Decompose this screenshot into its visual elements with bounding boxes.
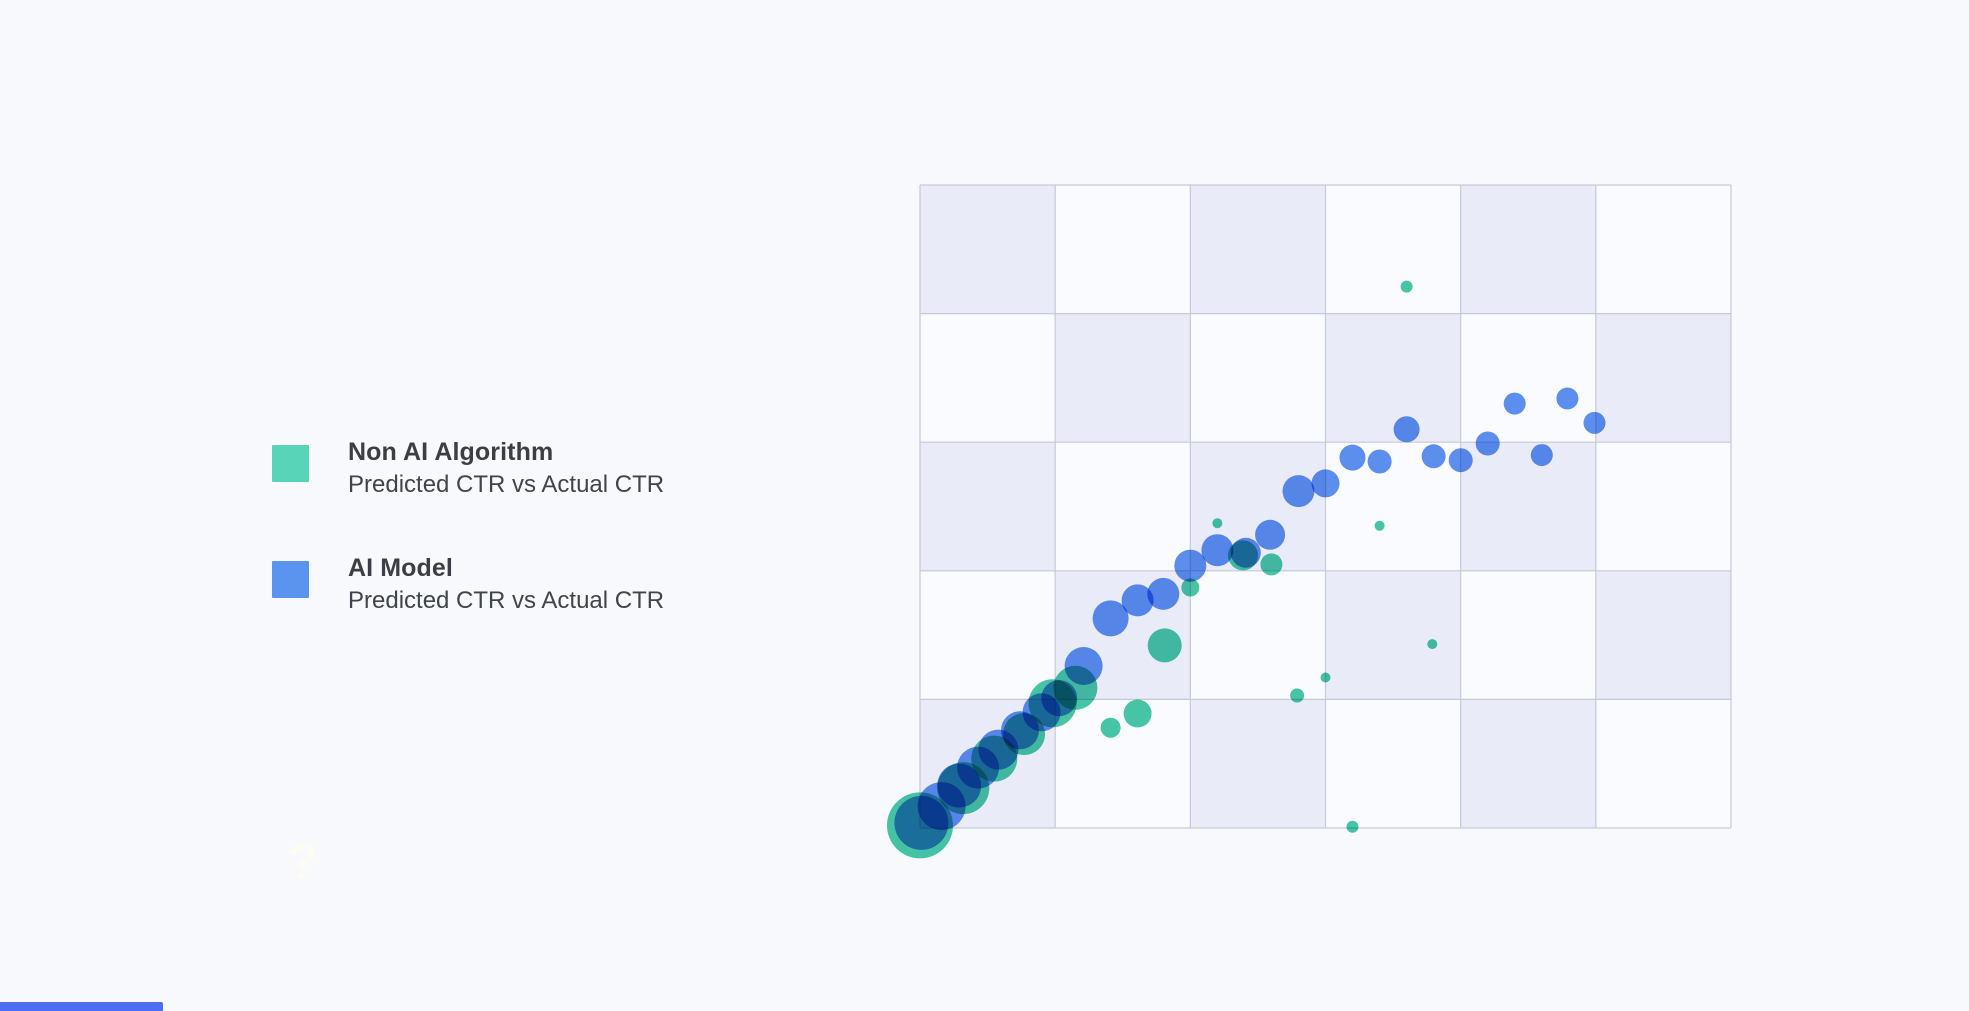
non-ai-bubble — [1260, 553, 1283, 576]
ai-model-bubble — [1230, 537, 1261, 568]
series-ai-model — [894, 387, 1606, 850]
legend-swatch-non-ai — [272, 445, 309, 482]
non-ai-bubble — [1346, 820, 1359, 833]
ai-model-bubble — [1556, 387, 1579, 410]
legend-sublabel-ai-model: Predicted CTR vs Actual CTR — [348, 587, 665, 614]
non-ai-bubble — [1100, 717, 1121, 738]
ai-model-bubble — [1311, 469, 1340, 498]
non-ai-bubble — [1123, 699, 1152, 728]
grid-cell — [920, 185, 1056, 314]
grid-cell — [920, 313, 1056, 443]
legend-text-ai-model: AI Model Predicted CTR vs Actual CTR — [348, 553, 664, 617]
grid-cell — [1325, 570, 1461, 700]
grid-cell — [1325, 313, 1461, 443]
non-ai-bubble — [1212, 518, 1223, 529]
non-ai-bubble — [1147, 628, 1182, 663]
ai-model-bubble — [1583, 411, 1606, 434]
grid-cell — [1055, 442, 1191, 571]
ai-model-bubble — [1121, 584, 1154, 617]
legend-text-non-ai: Non AI Algorithm Predicted CTR vs Actual… — [348, 437, 664, 501]
grid-cell — [1595, 185, 1731, 314]
ai-model-bubble — [1282, 475, 1315, 508]
non-ai-bubble — [1290, 688, 1305, 703]
ai-model-bubble — [1475, 431, 1500, 456]
grid-lines — [919, 184, 1732, 829]
grid-cell — [1460, 313, 1596, 443]
ai-model-bubble — [1041, 680, 1078, 717]
ai-model-bubble — [1421, 444, 1446, 469]
non-ai-bubble — [1400, 280, 1413, 293]
legend-item-ai-model: AI Model Predicted CTR vs Actual CTR — [272, 553, 664, 617]
ai-model-bubble — [1393, 416, 1420, 443]
grid-cell — [1190, 313, 1326, 443]
non-ai-bubble — [1427, 639, 1438, 650]
watermark-question-mark: ? — [287, 834, 318, 890]
grid-cell — [1055, 185, 1191, 314]
grid-cell — [1460, 185, 1596, 314]
ai-model-bubble — [1201, 534, 1234, 567]
ai-model-bubble — [1530, 444, 1553, 467]
ai-model-bubble — [1092, 600, 1129, 637]
grid-cell — [1595, 570, 1731, 700]
bubble-chart-plot-area — [887, 184, 1732, 859]
grid-cell — [1325, 699, 1461, 828]
legend-swatch-ai-model — [272, 561, 309, 598]
non-ai-bubble — [1320, 672, 1331, 683]
grid-cell — [1190, 185, 1326, 314]
non-ai-bubble — [1181, 578, 1200, 597]
grid-cell — [1460, 570, 1596, 700]
grid-cell — [920, 442, 1056, 571]
ai-model-bubble — [1255, 519, 1286, 550]
partial-bottom-bar[interactable] — [0, 1002, 163, 1011]
grid-cell — [1055, 313, 1191, 443]
grid-cell — [1595, 313, 1731, 443]
grid-cell — [1460, 442, 1596, 571]
grid-cell — [1595, 442, 1731, 571]
grid-cell — [1190, 570, 1326, 700]
ai-model-bubble — [1174, 549, 1207, 582]
ai-model-bubble — [1339, 444, 1366, 471]
legend-label-ai-model: AI Model — [348, 554, 453, 582]
legend-item-non-ai-algorithm: Non AI Algorithm Predicted CTR vs Actual… — [272, 437, 664, 501]
ai-model-bubble — [1448, 448, 1473, 473]
ai-model-bubble — [1367, 449, 1392, 474]
grid-cell — [920, 570, 1056, 700]
grid-cell — [1460, 699, 1596, 828]
non-ai-bubble — [1374, 520, 1385, 531]
grid-cell — [1055, 699, 1191, 828]
bubble-chart — [887, 184, 1732, 859]
legend-sublabel-non-ai: Predicted CTR vs Actual CTR — [348, 471, 665, 498]
grid-cell — [1190, 699, 1326, 828]
grid-cell — [1595, 699, 1731, 828]
ai-model-bubble — [1064, 647, 1103, 685]
grid-cell — [1325, 185, 1461, 314]
ai-model-bubble — [1503, 392, 1526, 415]
legend-label-non-ai: Non AI Algorithm — [348, 438, 554, 466]
ai-model-bubble — [1147, 577, 1180, 610]
